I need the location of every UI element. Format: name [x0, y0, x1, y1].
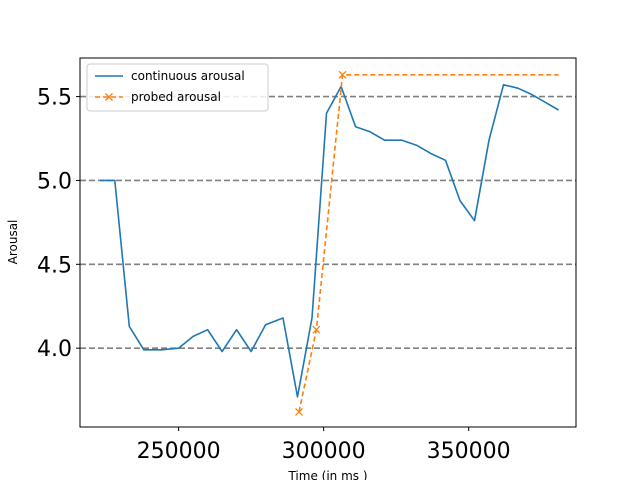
data-point-1-1 — [312, 325, 321, 334]
legend-label-0: continuous arousal — [131, 69, 245, 83]
x-tick-label-0: 250000 — [137, 439, 221, 464]
y-tick-label-3: 5.5 — [37, 86, 72, 111]
plot-frame — [79, 57, 577, 428]
x-tick-label-2: 350000 — [427, 439, 511, 464]
data-point-1-0 — [295, 407, 303, 416]
legend-entry-1: probed arousal — [95, 90, 221, 104]
series-line-0 — [100, 84, 560, 398]
legend-label-1: probed arousal — [131, 90, 221, 104]
y-tick-label-1: 4.5 — [37, 253, 72, 278]
legend-entry-0: continuous arousal — [95, 69, 245, 83]
x-tick-label-1: 300000 — [282, 439, 366, 464]
series-line-1 — [298, 74, 559, 413]
gridlines — [80, 95, 576, 349]
x-axis-label: Time (in ms ) — [287, 469, 367, 480]
series-layer — [100, 70, 560, 416]
legend: continuous arousal probed arousal — [86, 63, 269, 112]
data-point-1-2 — [338, 70, 347, 79]
y-tick-label-2: 5.0 — [37, 169, 72, 194]
y-tick-label-0: 4.0 — [37, 337, 72, 362]
y-axis-label: Arousal — [6, 220, 20, 265]
ticks: 4.0 4.5 5.0 5.5 250000 300000 350000 — [37, 86, 511, 464]
legend-box — [86, 63, 269, 112]
